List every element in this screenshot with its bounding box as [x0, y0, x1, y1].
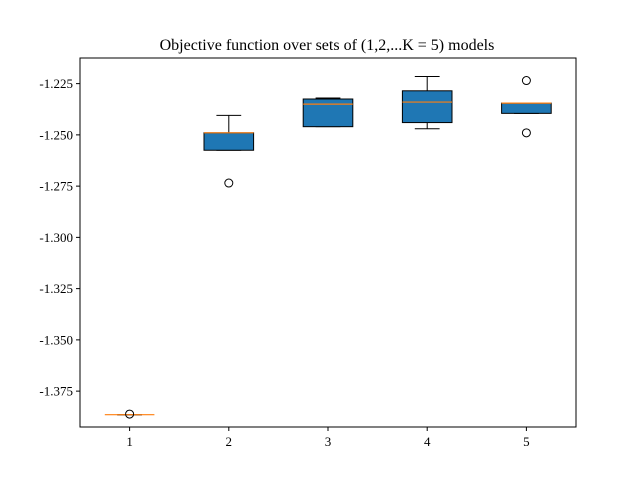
x-tick-label-5: 5 — [523, 434, 530, 449]
box-group-3 — [302, 97, 354, 128]
x-tick-label-1: 1 — [126, 434, 133, 449]
plot-marks — [104, 75, 552, 419]
chart-title: Objective function over sets of (1,2,...… — [160, 37, 495, 54]
flier-1-1 — [125, 409, 135, 419]
flier-5-1 — [521, 76, 531, 86]
y-tick-label-5: -1.325 — [39, 281, 73, 296]
box-4 — [401, 90, 453, 124]
box-group-4 — [401, 75, 453, 130]
box-group-2 — [203, 114, 255, 188]
box-5 — [501, 102, 552, 114]
y-tick-label-4: -1.300 — [39, 230, 73, 245]
y-tick-label-7: -1.375 — [39, 384, 73, 399]
x-tick-label-2: 2 — [226, 434, 233, 449]
box-3 — [302, 98, 354, 128]
box-group-1 — [104, 409, 155, 419]
y-tick-label-1: -1.225 — [39, 76, 73, 91]
x-tick-label-3: 3 — [325, 434, 332, 449]
y-tick-label-2: -1.250 — [39, 127, 73, 142]
box-group-5 — [501, 76, 552, 138]
x-axis: 1 2 3 4 5 — [126, 427, 530, 449]
x-tick-label-4: 4 — [424, 434, 431, 449]
y-tick-label-6: -1.350 — [39, 332, 73, 347]
y-tick-label-3: -1.275 — [39, 179, 73, 194]
flier-2-1 — [224, 178, 234, 188]
flier-5-2 — [521, 128, 531, 138]
y-axis: -1.225 -1.250 -1.275 -1.300 -1.325 -1.350 -1.3… — [39, 76, 80, 399]
box-2 — [203, 132, 255, 151]
